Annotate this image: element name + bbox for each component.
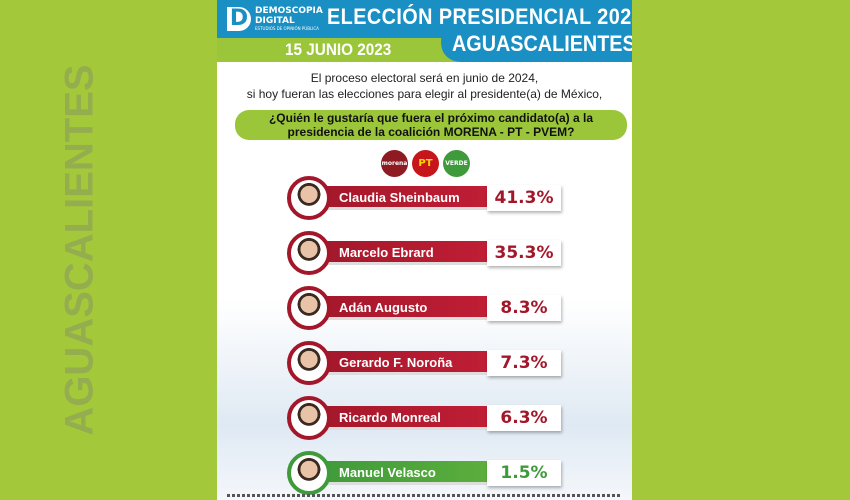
candidate-photo: [287, 176, 331, 220]
candidate-photo: [287, 286, 331, 330]
candidate-row: Manuel Velasco 1.5%: [287, 451, 567, 495]
page-title: ELECCIÓN PRESIDENCIAL 2024: [327, 4, 632, 29]
watermark: AGUASCALIENTES: [57, 64, 102, 436]
candidate-photo: [287, 396, 331, 440]
verde-logo: VERDE: [443, 150, 470, 177]
candidate-row: Claudia Sheinbaum 41.3%: [287, 176, 567, 220]
candidate-percentage: 8.3%: [487, 295, 561, 321]
intro-line-1: El proceso electoral será en junio de 20…: [310, 71, 539, 85]
question-box: ¿Quién le gustaría que fuera el próximo …: [235, 110, 627, 140]
question-line-2: presidencia de la coalición MORENA - PT …: [287, 125, 575, 139]
brand-name: DEMOSCOPIA: [255, 6, 323, 16]
morena-logo: morena: [381, 150, 408, 177]
brand-subtitle: ESTUDIOS DE OPINIÓN PÚBLICA: [255, 26, 319, 31]
candidate-name-bar: Gerardo F. Noroña: [317, 351, 487, 375]
survey-date: 15 JUNIO 2023: [285, 40, 392, 59]
candidate-name-bar: Ricardo Monreal: [317, 406, 487, 430]
pt-logo: PT: [412, 150, 439, 177]
candidate-row: Gerardo F. Noroña 7.3%: [287, 341, 567, 385]
candidate-name-bar: Marcelo Ebrard: [317, 241, 487, 265]
candidate-name-bar: Claudia Sheinbaum: [317, 186, 487, 210]
candidate-photo: [287, 231, 331, 275]
intro-line-2: si hoy fueran las elecciones para elegir…: [246, 87, 603, 101]
candidate-percentage: 35.3%: [487, 240, 561, 266]
candidate-percentage: 41.3%: [487, 185, 561, 211]
candidate-row: Ricardo Monreal 6.3%: [287, 396, 567, 440]
logo-d-icon: D: [227, 6, 251, 31]
candidate-percentage: 1.5%: [487, 460, 561, 486]
candidate-name-bar: Adán Augusto: [317, 296, 487, 320]
page-subtitle: AGUASCALIENTES: [452, 31, 632, 56]
candidate-photo: [287, 341, 331, 385]
infographic-panel: D DEMOSCOPIA DIGITAL ESTUDIOS DE OPINIÓN…: [217, 0, 632, 500]
candidate-name-bar: Manuel Velasco: [317, 461, 487, 485]
brand-logo: D DEMOSCOPIA DIGITAL ESTUDIOS DE OPINIÓN…: [227, 6, 323, 31]
candidate-percentage: 6.3%: [487, 405, 561, 431]
candidate-photo: [287, 451, 331, 495]
intro-text: El proceso electoral será en junio de 20…: [217, 70, 632, 102]
brand-name-2: DIGITAL: [255, 16, 295, 26]
candidate-percentage: 7.3%: [487, 350, 561, 376]
candidate-row: Marcelo Ebrard 35.3%: [287, 231, 567, 275]
question-line-1: ¿Quién le gustaría que fuera el próximo …: [268, 111, 594, 125]
footnote: [227, 494, 622, 497]
candidate-row: Adán Augusto 8.3%: [287, 286, 567, 330]
